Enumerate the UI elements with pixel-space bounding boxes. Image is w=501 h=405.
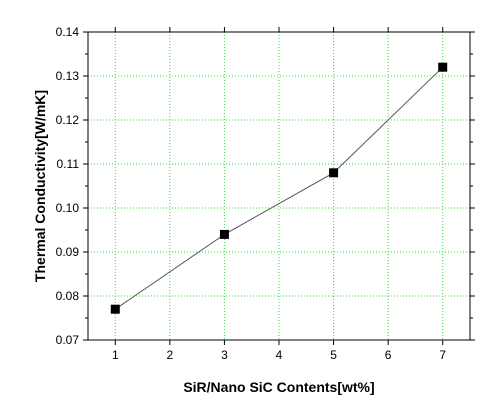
data-point-0: [110, 304, 120, 314]
data-point-1: [219, 229, 229, 239]
y-tick-label-7: 0.14: [56, 25, 80, 39]
y-tick-label-4: 0.11: [57, 157, 80, 171]
y-tick-label-0: 0.07: [56, 333, 80, 347]
y-tick-label-3: 0.10: [56, 201, 80, 215]
x-tick-label-0: 1: [112, 348, 119, 362]
y-tick-label-2: 0.09: [56, 245, 80, 259]
x-axis-title: SiR/Nano SiC Contents[wt%]: [183, 379, 374, 395]
x-tick-label-1: 2: [167, 348, 174, 362]
series-line-0: [115, 66, 444, 310]
x-tick-label-6: 7: [439, 348, 446, 362]
y-tick-label-6: 0.13: [56, 69, 80, 83]
data-series: [110, 62, 448, 314]
data-point-2: [329, 168, 339, 178]
x-tick-label-4: 5: [330, 348, 337, 362]
grid-lines: [88, 31, 470, 341]
x-tick-label-2: 3: [221, 348, 228, 362]
data-point-3: [438, 62, 448, 72]
x-tick-label-3: 4: [276, 348, 283, 362]
y-tick-label-5: 0.12: [56, 113, 80, 127]
x-tick-label-5: 6: [385, 348, 392, 362]
y-axis: 0.07 0.08 0.09 0.10 0.11 0.12 0.13 0.14: [56, 25, 475, 347]
x-axis: 1 2 3 4 5 6 7: [112, 27, 446, 362]
y-tick-label-1: 0.08: [56, 289, 80, 303]
y-axis-title: Thermal Conductivity[W/mK]: [32, 90, 48, 282]
